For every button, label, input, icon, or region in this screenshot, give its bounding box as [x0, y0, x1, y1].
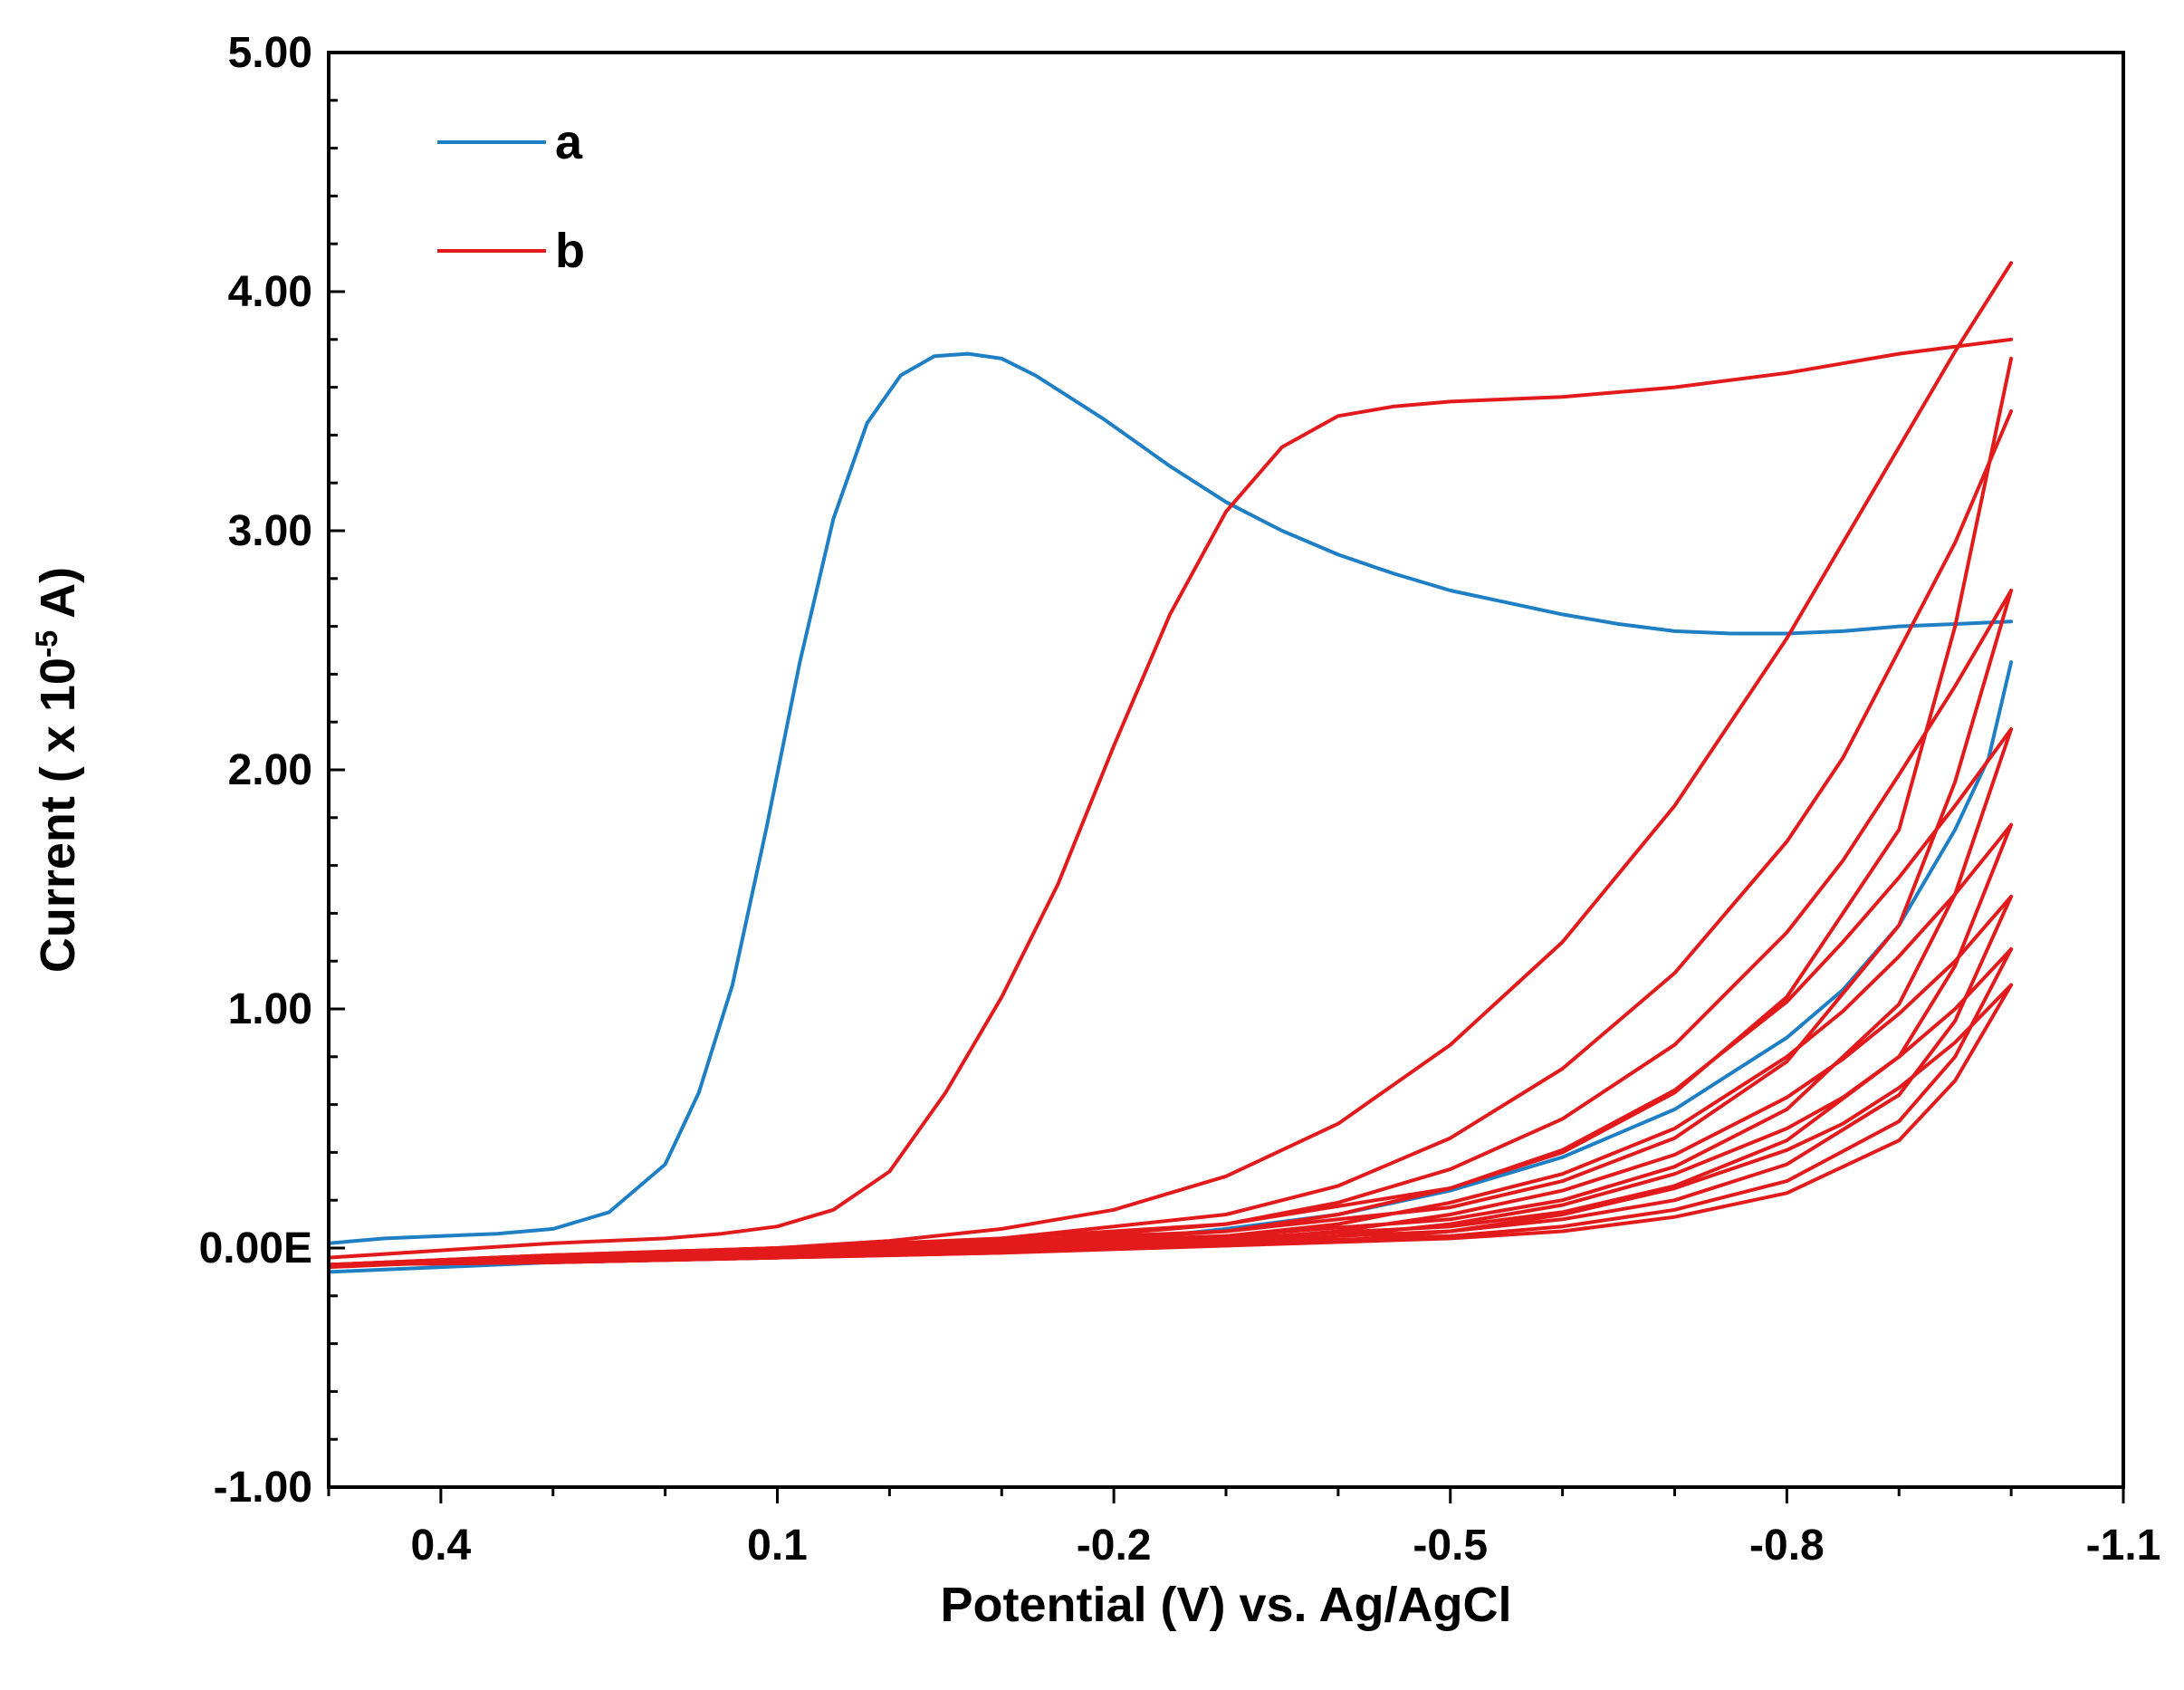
series-b-sweep-1 — [329, 337, 2014, 1260]
y-tick-label: -1.00 — [214, 1464, 312, 1512]
series-b-sweep-15 — [329, 983, 2014, 1267]
y-axis: 5.00 4.00 3.00 2.00 1.00 0.00E -1.00 — [199, 29, 345, 1512]
y-tick-label: 5.00 — [228, 29, 312, 77]
x-tick-label: -0.8 — [1749, 1522, 1825, 1570]
y-axis-title-exponent: -5 — [30, 630, 64, 658]
y-axis-title-prefix: Current ( x 10 — [31, 658, 85, 973]
legend: ab — [437, 115, 585, 278]
y-axis-title: Current ( x 10-5 A) — [30, 567, 85, 973]
x-tick-label: -1.1 — [2086, 1522, 2161, 1570]
series-b-sweep-13 — [329, 947, 2014, 1267]
y-tick-label: 2.00 — [228, 746, 312, 794]
y-tick-label: 3.00 — [228, 507, 312, 555]
x-tick-label: 0.4 — [411, 1522, 472, 1570]
legend-label-a: a — [555, 115, 583, 169]
series-b-sweep-9 — [329, 822, 2014, 1267]
y-tick-label: 1.00 — [228, 985, 312, 1033]
y-axis-title-suffix: A) — [31, 567, 85, 630]
series-b-sweep-16 — [329, 983, 2014, 1267]
x-axis-title: Potential (V) vs. Ag/AgCl — [940, 1578, 1511, 1632]
x-tick-label: 0.1 — [747, 1522, 808, 1570]
series-a-sweep-1 — [329, 351, 2014, 1245]
series-layer — [329, 261, 2014, 1274]
series-b — [329, 261, 2014, 1270]
x-axis: 0.4 0.1 -0.2 -0.5 -0.8 -1.1 — [327, 1487, 2161, 1570]
x-tick-label: -0.2 — [1077, 1522, 1152, 1570]
x-tick-label: -0.5 — [1413, 1522, 1488, 1570]
y-tick-label: 4.00 — [228, 268, 312, 316]
legend-label-b: b — [555, 224, 585, 278]
y-tick-label: 0.00E — [199, 1224, 312, 1272]
series-b-sweep-5 — [329, 589, 2014, 1267]
